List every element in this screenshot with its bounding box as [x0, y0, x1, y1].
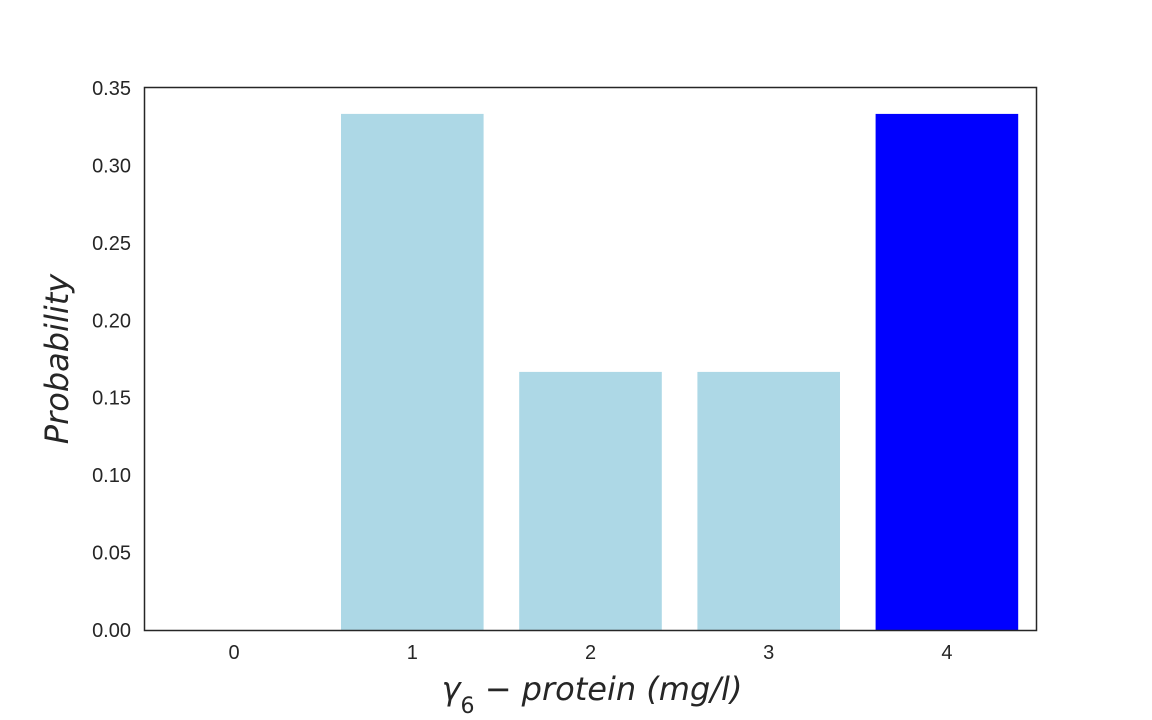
x-axis-label: γ6 − protein (mg/l)	[442, 670, 743, 719]
y-tick-label: 0.30	[92, 155, 131, 177]
y-tick-label: 0.15	[92, 388, 131, 410]
y-tick-label: 0.25	[92, 233, 131, 255]
y-ticks-group: 0.00 0.05 0.10 0.15 0.20 0.25 0.30 0.35	[92, 78, 131, 642]
x-axis-label-symbol: γ	[442, 670, 463, 708]
x-tick-label: 4	[941, 642, 952, 664]
x-axis-label-rest: − protein (mg/l)	[475, 670, 743, 708]
y-tick-label: 0.35	[92, 78, 131, 100]
bar-1	[341, 113, 484, 630]
y-axis-label: Probability	[38, 273, 76, 444]
y-tick-label: 0.20	[92, 310, 131, 332]
bars-group	[341, 113, 1019, 630]
y-tick-label: 0.05	[92, 543, 131, 565]
x-tick-label: 3	[763, 642, 774, 664]
bar-2	[519, 371, 662, 630]
bar-4	[875, 113, 1019, 630]
y-tick-label: 0.10	[92, 465, 131, 487]
x-tick-label: 1	[407, 642, 418, 664]
bar-3	[697, 371, 840, 630]
x-tick-label: 2	[585, 642, 596, 664]
x-ticks-group: 0 1 2 3 4	[229, 642, 953, 664]
x-tick-label: 0	[229, 642, 240, 664]
x-axis-label-subscript: 6	[461, 694, 475, 719]
plot-frame	[143, 86, 1038, 632]
y-tick-label: 0.00	[92, 620, 131, 642]
